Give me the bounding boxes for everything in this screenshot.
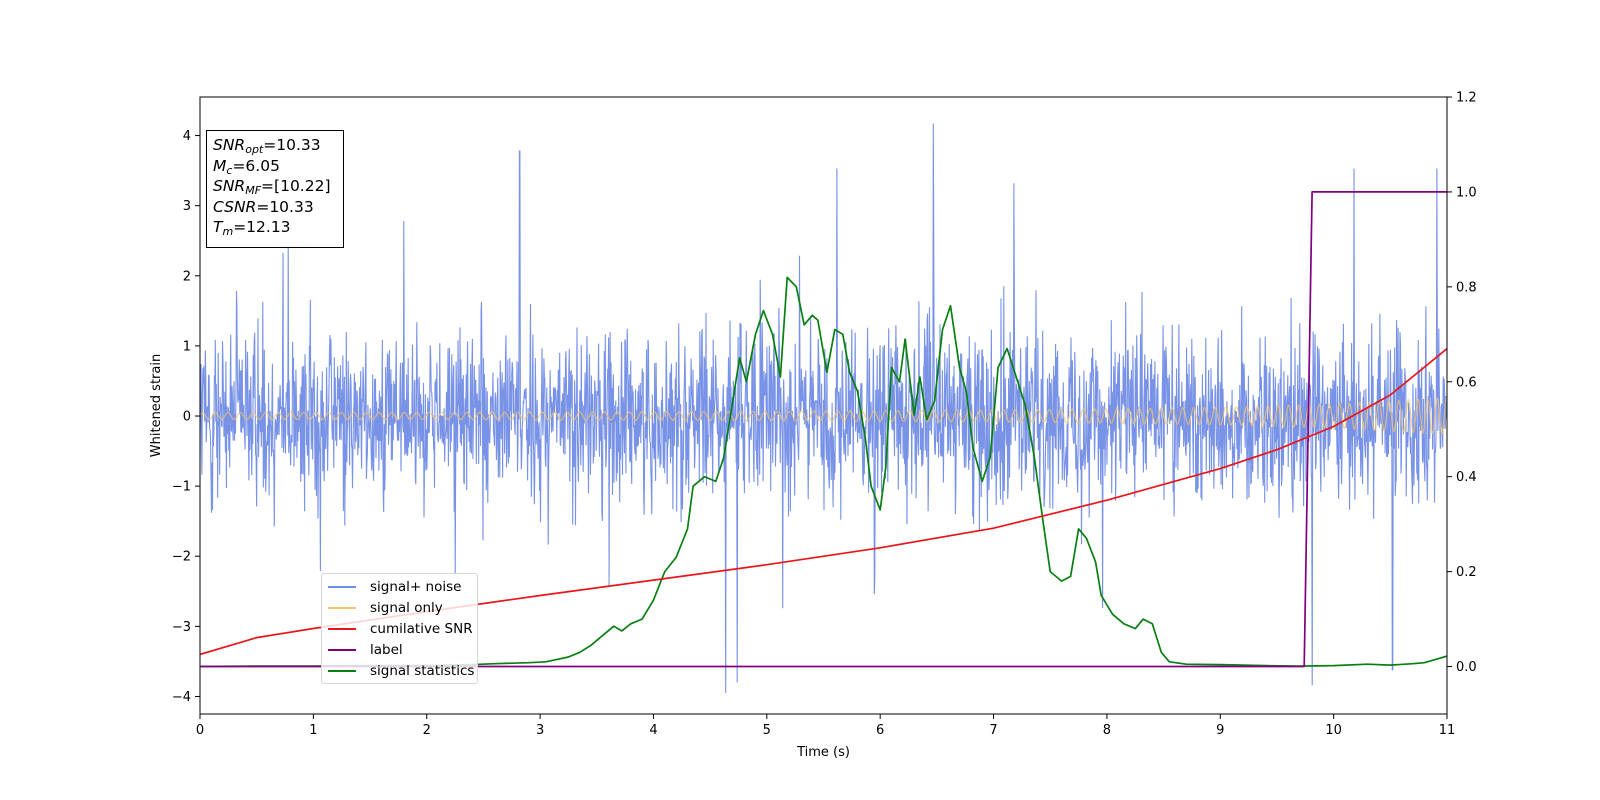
y-tick-label: 2 — [183, 269, 191, 284]
chirp-mass-line: Mc=6.05 — [213, 156, 343, 177]
y-tick-label: −3 — [172, 620, 191, 635]
snr-annotation-box: SNRopt=10.33 Mc=6.05 SNRMF=[10.22] CSNR=… — [206, 130, 344, 248]
y2-tick-label: 0.6 — [1456, 375, 1477, 390]
y-tick-label: 0 — [183, 410, 191, 425]
tm-line: Tm=12.13 — [213, 217, 343, 238]
y-axis-label: Whitened strain — [149, 354, 164, 457]
legend-label-signal-only: signal only — [370, 599, 443, 616]
y-tick-label: −4 — [172, 690, 191, 705]
snr-opt-subscript: opt — [245, 143, 264, 156]
y-tick-label: −2 — [172, 550, 191, 565]
y2-tick-label: 0.8 — [1456, 280, 1477, 295]
snr-mf-subscript: MF — [245, 184, 262, 197]
snr-opt-value: =10.33 — [263, 136, 321, 154]
x-tick-label: 10 — [1325, 723, 1342, 738]
x-tick-label: 1 — [309, 723, 317, 738]
x-tick-label: 11 — [1439, 723, 1456, 738]
y-axis-left: −4 −3 −2 −1 0 1 2 3 4 — [172, 129, 200, 705]
snr-opt-symbol: SNR — [213, 136, 246, 154]
y2-tick-label: 1.0 — [1456, 185, 1477, 200]
series-signal-only — [200, 396, 1447, 436]
series-label — [200, 191, 1447, 668]
legend-swatch-signal-only — [328, 606, 356, 609]
snr-opt-line: SNRopt=10.33 — [213, 135, 343, 156]
tm-symbol: T — [213, 218, 223, 236]
y2-tick-label: 0.4 — [1456, 470, 1477, 485]
series-signal-statistics — [200, 276, 1447, 668]
x-tick-label: 5 — [763, 723, 771, 738]
plot-frame — [199, 96, 1448, 715]
legend-swatch-signal-noise — [328, 585, 356, 588]
x-tick-label: 6 — [876, 723, 884, 738]
x-tick-label: 8 — [1103, 723, 1111, 738]
y2-tick-label: 0.0 — [1456, 660, 1477, 675]
x-tick-label: 3 — [536, 723, 544, 738]
legend-swatch-cumulative-snr — [328, 627, 356, 630]
legend-item-signal-noise: signal+ noise — [328, 576, 477, 597]
y-tick-label: 1 — [183, 339, 191, 354]
legend: signal+ noise signal only cumilative SNR… — [321, 573, 478, 684]
tm-subscript: m — [222, 225, 234, 238]
csnr-value: =10.33 — [256, 197, 314, 216]
chirp-mass-value: =6.05 — [232, 156, 280, 175]
legend-label-label: label — [370, 641, 403, 658]
x-tick-label: 2 — [423, 723, 431, 738]
snr-mf-value: =[10.22] — [261, 177, 331, 195]
snr-mf-symbol: SNR — [213, 177, 246, 195]
legend-item-cumulative-snr: cumilative SNR — [328, 618, 477, 639]
y-tick-label: 3 — [183, 199, 191, 214]
x-tick-label: 0 — [196, 723, 204, 738]
legend-label-cumulative-snr: cumilative SNR — [370, 620, 473, 637]
x-tick-label: 9 — [1216, 723, 1224, 738]
y-axis-right: 0.0 0.2 0.4 0.6 0.8 1.0 1.2 — [1447, 91, 1477, 675]
x-tick-label: 4 — [649, 723, 657, 738]
csnr-symbol: CSNR — [213, 197, 257, 216]
tm-value: =12.13 — [233, 218, 291, 236]
snr-mf-line: SNRMF=[10.22] — [213, 176, 343, 197]
csnr-line: CSNR=10.33 — [213, 197, 343, 218]
signal-series — [200, 396, 1447, 436]
legend-label-signal-statistics: signal statistics — [370, 662, 475, 679]
x-axis-label: Time (s) — [796, 745, 850, 760]
noise-series — [200, 123, 1447, 694]
chirp-mass-symbol: M — [213, 156, 227, 175]
y2-tick-label: 0.2 — [1456, 565, 1477, 580]
legend-label-signal-noise: signal+ noise — [370, 578, 462, 595]
legend-item-label: label — [328, 639, 477, 660]
chirp-mass-subscript: c — [226, 163, 233, 177]
y2-tick-label: 1.2 — [1456, 91, 1477, 106]
legend-swatch-label — [328, 648, 356, 651]
x-axis: 0 1 2 3 4 5 6 7 8 9 10 11 — [196, 714, 1455, 738]
x-tick-label: 7 — [989, 723, 997, 738]
y-tick-label: 4 — [183, 129, 191, 144]
legend-swatch-signal-statistics — [328, 669, 356, 672]
legend-item-signal-statistics: signal statistics — [328, 660, 477, 681]
y-tick-label: −1 — [172, 480, 191, 495]
legend-item-signal-only: signal only — [328, 597, 477, 618]
series-signal-noise — [200, 123, 1447, 694]
